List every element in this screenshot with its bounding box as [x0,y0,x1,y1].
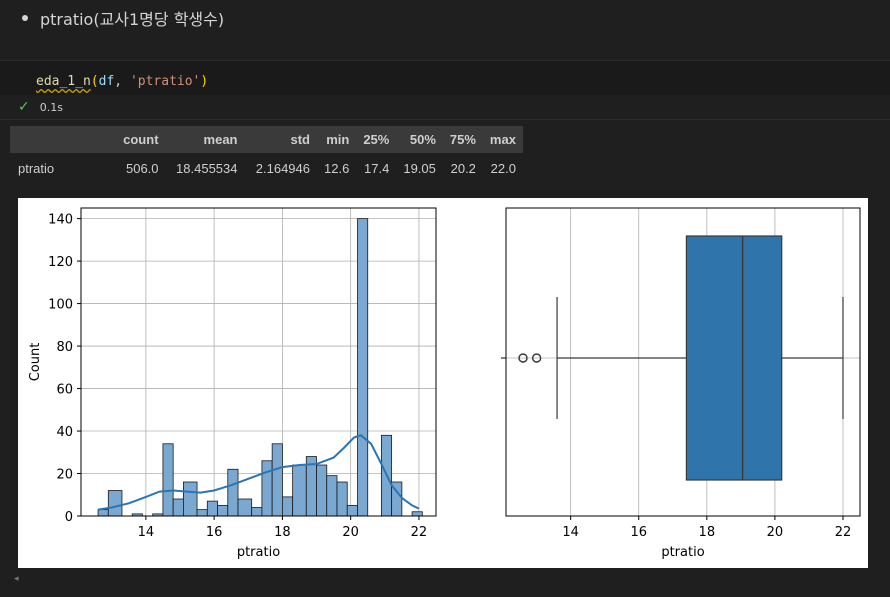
table-cell: 18.455534 [176,161,238,176]
execution-status: ✓ 0.1s [18,99,63,115]
scroll-left-arrow-icon[interactable]: ◂ [14,574,19,584]
code-close-paren: ) [200,74,209,89]
y-tick-label: 100 [48,298,73,313]
code-comma: , [114,74,130,89]
histogram-bar [281,496,294,517]
histogram-bar [326,475,338,517]
histogram-bar [196,509,208,517]
markdown-bullet: ptratio(교사1명당 학생수) [22,6,224,30]
code-function-name: eda_1_n [36,74,91,89]
histogram-bar [162,443,174,517]
table-header-cell: mean [165,126,245,153]
histogram-bar [217,504,229,517]
x-tick-label: 22 [835,525,852,540]
y-tick-label: 60 [56,383,73,398]
histogram-bar [172,498,184,517]
y-tick-label: 140 [48,213,73,228]
outlier-point [518,353,528,363]
histogram-bar [292,464,307,517]
histogram-bar [227,468,239,517]
figure-svg: 14 16 18 20 22 0 20 40 60 80 100 120 140 ptratio Count… [28,207,861,560]
figure-output: 14 16 18 20 22 0 20 40 60 80 100 120 140 ptratio Count… [18,198,868,568]
x-axis-label: ptratio [237,545,280,560]
markdown-text: ptratio(교사1명당 학생수) [40,10,225,29]
code-cell[interactable]: eda_1_n(df, 'ptratio') ✓ 0.1s [0,60,890,120]
histogram-bar [357,218,369,517]
table-cell: 12.6 [324,161,350,176]
table-cell: 2.164946 [255,161,310,176]
x-tick-label: 16 [630,525,647,540]
histogram-bar [316,464,328,517]
table-header-cell: count [61,126,166,153]
axes-frame [505,207,861,517]
x-tick-label: 22 [411,525,428,540]
x-tick-label: 20 [342,525,359,540]
histogram-bar [271,443,283,517]
histogram-bar [107,490,123,517]
table-cell: 19.05 [403,161,436,176]
x-tick-label: 20 [767,525,784,540]
histogram-bar [411,511,423,517]
table-cell: 506.0 [125,161,159,176]
table-cell: 20.2 [450,161,476,176]
boxplot-plot: 14 16 18 20 22 ptratio [501,207,861,560]
x-tick-label: 16 [206,525,223,540]
histogram-bar [346,504,358,517]
table-cell: ptratio [18,161,55,176]
code-open-paren: ( [90,74,99,89]
table-row: ptratio 506.0 18.455534 2.164946 12.6 17… [10,153,523,184]
x-tick-label: 14 [138,525,155,540]
kde-line [97,434,420,511]
table-cell: 17.4 [364,161,390,176]
table-header-cell: std [244,126,317,153]
histogram-bar [251,507,263,517]
histogram-bar [97,509,109,517]
histogram-bar [261,460,273,517]
axes-frame [80,207,437,517]
x-tick-label: 18 [274,525,291,540]
table-header-cell: min [317,126,357,153]
execution-time: 0.1s [39,100,63,114]
x-tick-label: 14 [562,525,579,540]
x-axis-label: ptratio [661,545,704,560]
histogram-plot: 14 16 18 20 22 0 20 40 60 80 100 120 140 ptratio Count [28,207,437,560]
table-header-row: count mean std min 25% 50% 75% max [10,126,523,153]
table-header-cell: 75% [442,126,483,153]
bottom-bar [0,592,890,597]
code-arg-var: df [98,74,115,89]
code-arg-string: 'ptratio' [129,74,201,89]
y-axis-label: Count [28,343,43,382]
table-cell: 22.0 [490,161,516,176]
code-editor[interactable]: eda_1_n(df, 'ptratio') [0,61,890,95]
x-tick-label: 18 [699,525,716,540]
y-tick-label: 0 [65,510,73,525]
histogram-bar [237,498,253,517]
y-tick-label: 120 [48,255,73,270]
box-iqr [685,235,783,481]
histogram-bar [336,481,348,517]
table-header-cell: 50% [396,126,443,153]
check-icon: ✓ [18,99,30,115]
describe-table: count mean std min 25% 50% 75% max ptrat… [10,126,523,184]
histogram-bar [183,481,198,517]
table-header-cell [10,126,62,153]
y-tick-label: 20 [56,468,73,483]
table-header-cell: 25% [356,126,397,153]
code-line[interactable]: eda_1_n(df, 'ptratio') [36,74,208,89]
y-tick-label: 80 [56,340,73,355]
histogram-bar [206,500,218,517]
y-tick-label: 40 [56,425,73,440]
bullet-dot [22,15,28,21]
table-header-cell: max [482,126,523,153]
outlier-point [532,353,542,363]
